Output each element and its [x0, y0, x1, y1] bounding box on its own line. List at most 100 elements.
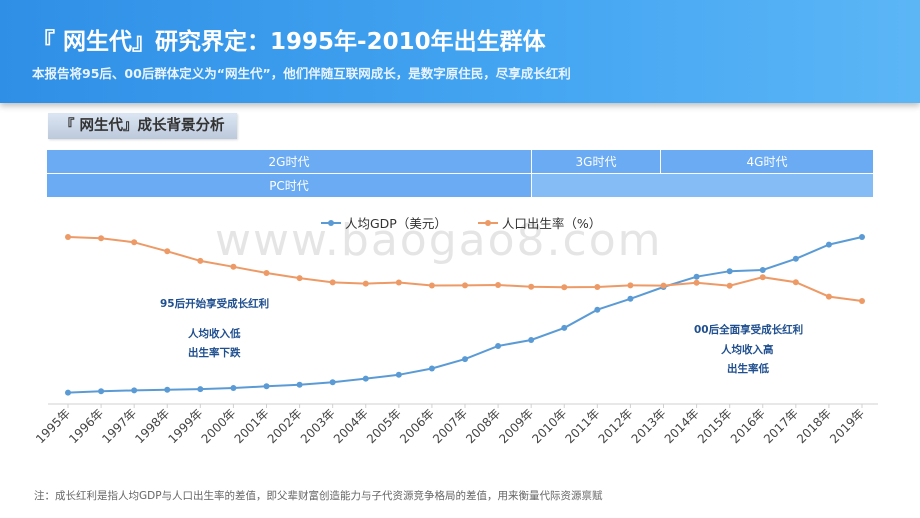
era-mobile-blank: [531, 173, 874, 198]
data-point-birth: [627, 282, 634, 289]
data-point-gdp: [428, 365, 435, 372]
data-point-birth: [825, 293, 832, 300]
era-4g: 4G时代: [660, 149, 874, 174]
data-point-gdp: [329, 379, 336, 386]
legend-gdp-label: 人均GDP（美元）: [345, 216, 447, 231]
x-tick-label: 2013年: [629, 406, 669, 446]
data-point-birth: [197, 257, 204, 264]
x-tick-label: 2011年: [562, 406, 602, 446]
era-pc-label: PC时代: [269, 179, 309, 193]
legend-item-gdp: 人均GDP（美元）: [320, 213, 447, 232]
data-point-birth: [362, 280, 369, 287]
page-subtitle: 本报告将95后、00后群体定义为“网生代”，他们伴随互联网成长，是数字原住民，尽…: [32, 66, 571, 81]
x-tick-label: 2009年: [496, 406, 536, 446]
data-point-birth: [395, 279, 402, 286]
data-point-gdp: [197, 386, 204, 393]
x-tick-label: 2005年: [364, 406, 404, 446]
data-point-gdp: [759, 267, 766, 273]
x-tick-label: 1998年: [132, 406, 172, 446]
era-4g-label: 4G时代: [746, 155, 788, 169]
x-tick-label: 2001年: [232, 406, 272, 446]
data-point-birth: [164, 248, 171, 255]
data-point-birth: [759, 274, 766, 281]
series-line-birth: [67, 236, 863, 302]
page-title: 『 网生代』研究界定：1995年-2010年出生群体: [32, 29, 546, 55]
annotation-right-line-2: 出生率低: [727, 363, 769, 375]
data-point-gdp: [693, 273, 700, 280]
chart-legend: 人均GDP（美元） 人口出生率（%）: [320, 213, 627, 232]
data-point-birth: [693, 279, 700, 286]
data-point-gdp: [726, 268, 733, 275]
x-tick-label: 2019年: [827, 406, 867, 446]
x-tick-label: 2014年: [662, 406, 702, 446]
data-point-birth: [528, 283, 535, 290]
legend-birth-label: 人口出生率（%）: [501, 216, 602, 231]
x-tick-label: 2008年: [463, 406, 503, 446]
annotation-left-line-2: 出生率下跌: [188, 347, 241, 359]
footnote: 注：成长红利是指人均GDP与人口出生率的差值，即父辈财富创造能力与子代资源竞争格…: [34, 490, 603, 502]
data-point-birth: [792, 279, 799, 286]
data-point-birth: [726, 282, 733, 289]
x-tick-label: 1997年: [99, 406, 139, 446]
era-2g-label: 2G时代: [268, 155, 310, 169]
data-point-gdp: [131, 387, 138, 394]
x-tick-label: 2012年: [596, 406, 636, 446]
data-point-gdp: [627, 295, 634, 302]
data-point-gdp: [859, 234, 865, 240]
legend-gdp-marker: [321, 219, 341, 226]
data-point-gdp: [594, 306, 601, 313]
x-tick-label: 2007年: [430, 406, 470, 446]
data-point-birth: [561, 284, 568, 291]
annotation-right-line-1: 人均收入高: [721, 344, 774, 356]
data-point-gdp: [825, 241, 832, 248]
data-point-gdp: [362, 375, 369, 382]
x-tick-label: 1996年: [66, 406, 106, 446]
x-tick-label: 2015年: [695, 406, 735, 446]
data-point-birth: [230, 263, 237, 270]
data-point-birth: [594, 284, 601, 290]
data-point-birth: [131, 239, 138, 246]
data-point-gdp: [561, 324, 568, 331]
era-pc: PC时代: [46, 173, 532, 198]
data-point-birth: [428, 282, 435, 289]
data-point-birth: [65, 234, 71, 240]
annotation-right-title: 00后全面享受成长红利: [694, 324, 804, 336]
x-tick-label: 2006年: [397, 406, 437, 446]
data-point-birth: [296, 275, 303, 282]
data-point-birth: [495, 282, 502, 288]
data-point-gdp: [164, 386, 171, 393]
x-tick-label: 2003年: [298, 406, 338, 446]
x-tick-label: 2017年: [761, 406, 801, 446]
data-point-birth: [329, 279, 336, 286]
section-title: 『 网生代』成长背景分析: [48, 113, 237, 139]
data-point-birth: [660, 282, 667, 289]
data-point-birth: [859, 298, 865, 304]
data-point-gdp: [230, 385, 237, 391]
x-tick-label: 1995年: [33, 406, 73, 446]
legend-item-birth: 人口出生率（%）: [477, 213, 601, 232]
data-point-birth: [462, 282, 468, 289]
annotation-left-title: 95后开始享受成长红利: [160, 298, 270, 310]
data-point-gdp: [462, 356, 468, 363]
data-point-gdp: [395, 371, 402, 378]
data-point-gdp: [65, 389, 71, 396]
watermark: www.baogao8.com: [215, 215, 663, 266]
x-tick-label: 1999年: [165, 406, 205, 446]
data-point-gdp: [495, 343, 502, 349]
data-point-gdp: [528, 337, 535, 343]
legend-birth-marker: [477, 219, 498, 226]
x-tick-label: 2016年: [728, 406, 768, 446]
data-point-gdp: [296, 381, 303, 388]
data-point-gdp: [98, 388, 105, 395]
data-point-gdp: [263, 383, 270, 390]
x-tick-label: 2000年: [199, 406, 239, 446]
era-3g-label: 3G时代: [575, 155, 617, 169]
x-tick-label: 2004年: [331, 406, 371, 446]
annotation-left-line-1: 人均收入低: [188, 328, 241, 340]
data-point-birth: [98, 235, 105, 242]
x-tick-label: 2002年: [265, 406, 305, 446]
header-banner: 『 网生代』研究界定：1995年-2010年出生群体 本报告将95后、00后群体…: [0, 0, 920, 103]
data-point-birth: [263, 270, 270, 276]
x-tick-label: 2010年: [529, 406, 569, 446]
